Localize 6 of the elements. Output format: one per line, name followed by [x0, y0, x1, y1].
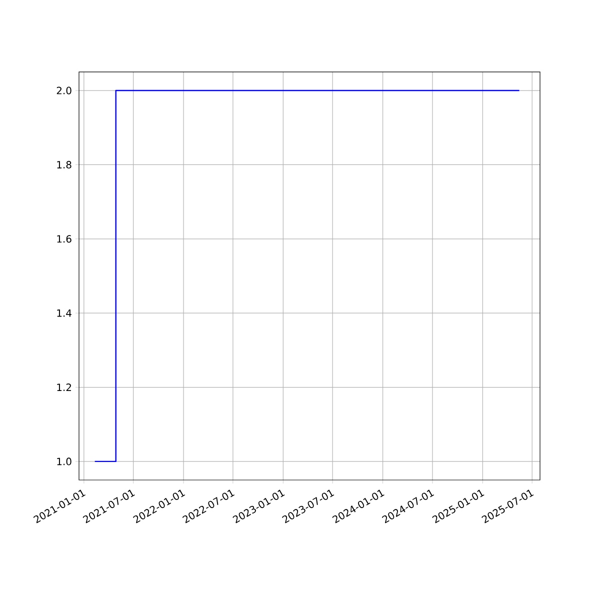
y-tick-label: 2.0 — [56, 86, 72, 94]
y-tick-label: 1.8 — [57, 160, 72, 168]
y-tick-label: 1.4 — [57, 309, 72, 317]
y-tick-label: 1.6 — [57, 235, 72, 243]
y-tick-label: 1.2 — [57, 384, 71, 391]
y-tick-label: 1.0 — [57, 458, 72, 466]
